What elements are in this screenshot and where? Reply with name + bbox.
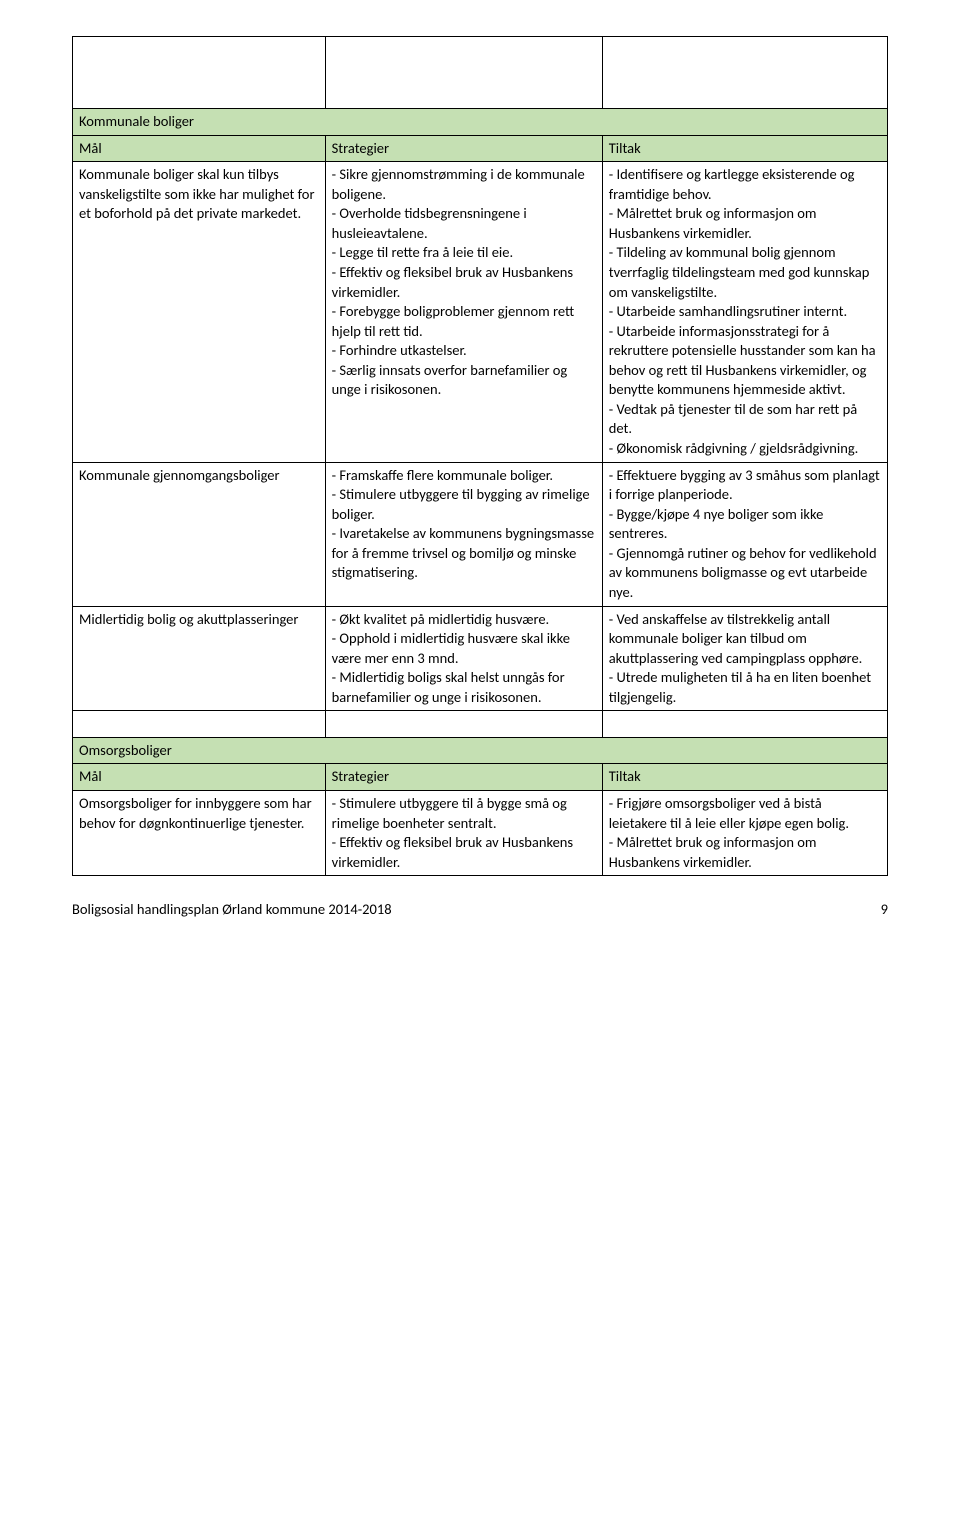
- cell-mal: Omsorgsboliger for innbyggere som har be…: [73, 791, 326, 876]
- page-footer: Boligsosial handlingsplan Ørland kommune…: [72, 900, 888, 920]
- section-header-omsorg: Omsorgsboliger: [73, 737, 888, 764]
- col-tiltak: Tiltak: [602, 135, 887, 162]
- empty-cell: [325, 37, 602, 109]
- column-headers: Mål Strategier Tiltak: [73, 135, 888, 162]
- section-header-kommunale: Kommunale boliger: [73, 109, 888, 136]
- table-row: Kommunale gjennomgangsboliger - Framskaf…: [73, 462, 888, 606]
- cell-strategier: - Stimulere utbyggere til å bygge små og…: [325, 791, 602, 876]
- cell-tiltak: - Ved anskaffelse av tilstrekkelig antal…: [602, 606, 887, 711]
- cell-mal: Kommunale gjennomgangsboliger: [73, 462, 326, 606]
- empty-cell: [602, 37, 887, 109]
- spacer-row: [73, 711, 888, 738]
- empty-cell: [325, 711, 602, 738]
- cell-mal: Kommunale boliger skal kun tilbys vanske…: [73, 162, 326, 462]
- section-title: Kommunale boliger: [73, 109, 888, 136]
- table-row: Kommunale boliger skal kun tilbys vanske…: [73, 162, 888, 462]
- document-table: Kommunale boliger Mål Strategier Tiltak …: [72, 36, 888, 876]
- cell-tiltak: - Effektuere bygging av 3 småhus som pla…: [602, 462, 887, 606]
- col-tiltak: Tiltak: [602, 764, 887, 791]
- page-number: 9: [881, 900, 888, 920]
- column-headers: Mål Strategier Tiltak: [73, 764, 888, 791]
- cell-strategier: - Økt kvalitet på midlertidig husvære.- …: [325, 606, 602, 711]
- col-strategier: Strategier: [325, 764, 602, 791]
- table-row: Midlertidig bolig og akuttplasseringer -…: [73, 606, 888, 711]
- cell-tiltak: - Frigjøre omsorgsboliger ved å bistå le…: [602, 791, 887, 876]
- cell-mal: Midlertidig bolig og akuttplasseringer: [73, 606, 326, 711]
- col-mal: Mål: [73, 135, 326, 162]
- cell-tiltak: - Identifisere og kartlegge eksisterende…: [602, 162, 887, 462]
- col-strategier: Strategier: [325, 135, 602, 162]
- footer-text: Boligsosial handlingsplan Ørland kommune…: [72, 900, 392, 920]
- empty-cell: [602, 711, 887, 738]
- cell-strategier: - Framskaffe flere kommunale boliger.- S…: [325, 462, 602, 606]
- empty-cell: [73, 37, 326, 109]
- empty-top-row: [73, 37, 888, 109]
- col-mal: Mål: [73, 764, 326, 791]
- table-row: Omsorgsboliger for innbyggere som har be…: [73, 791, 888, 876]
- empty-cell: [73, 711, 326, 738]
- cell-strategier: - Sikre gjennomstrømming i de kommunale …: [325, 162, 602, 462]
- section-title: Omsorgsboliger: [73, 737, 888, 764]
